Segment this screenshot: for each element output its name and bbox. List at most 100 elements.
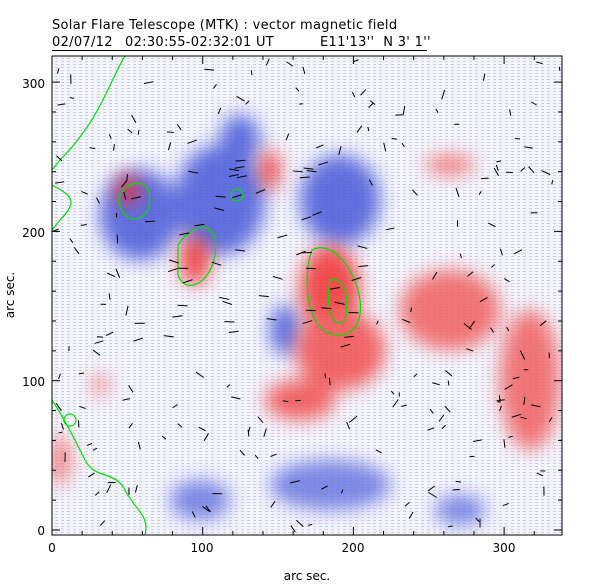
field-vector bbox=[392, 399, 399, 408]
field-vector bbox=[73, 247, 80, 255]
field-vector bbox=[369, 100, 376, 106]
field-vector bbox=[429, 408, 434, 414]
field-vector bbox=[55, 402, 62, 412]
field-vector bbox=[316, 144, 324, 149]
field-vector bbox=[127, 128, 133, 134]
x-tick-label: 100 bbox=[191, 541, 214, 555]
field-vector bbox=[496, 160, 502, 163]
field-vector bbox=[123, 191, 127, 200]
field-vector bbox=[217, 107, 222, 115]
field-vector bbox=[367, 126, 370, 132]
field-vector bbox=[503, 439, 506, 448]
magnetic-field-vectors bbox=[52, 58, 561, 533]
field-vector bbox=[504, 384, 513, 390]
field-vector bbox=[128, 385, 134, 393]
plot-subtitle-date: 02/07/12 bbox=[52, 35, 113, 50]
field-vector bbox=[548, 417, 553, 422]
field-vector bbox=[69, 97, 75, 99]
field-vector bbox=[498, 395, 501, 404]
field-vector bbox=[353, 59, 359, 63]
field-vector bbox=[229, 168, 240, 172]
field-vector bbox=[290, 525, 296, 533]
field-vector bbox=[250, 70, 253, 76]
field-vector bbox=[212, 84, 217, 89]
field-vector bbox=[245, 100, 250, 105]
field-vector bbox=[94, 491, 100, 496]
field-vector bbox=[122, 398, 131, 401]
x-tick-label: 300 bbox=[493, 541, 516, 555]
field-vector bbox=[79, 405, 86, 410]
field-vector bbox=[222, 300, 233, 305]
field-vector bbox=[92, 349, 101, 356]
field-vector bbox=[92, 447, 98, 451]
field-vector bbox=[511, 413, 521, 418]
field-vector bbox=[473, 439, 482, 442]
plot-title: Solar Flare Telescope (MTK) : vector mag… bbox=[52, 18, 398, 33]
field-vector bbox=[106, 484, 112, 494]
x-axis-label: arc sec. bbox=[284, 569, 330, 583]
field-vector bbox=[113, 144, 115, 151]
field-vector bbox=[348, 415, 358, 423]
field-vector bbox=[475, 517, 480, 522]
field-vector bbox=[376, 320, 379, 325]
field-vector bbox=[513, 249, 523, 255]
field-vector bbox=[523, 396, 526, 405]
field-vector bbox=[466, 348, 474, 352]
field-vector bbox=[58, 431, 63, 434]
field-vector bbox=[69, 238, 74, 244]
field-vector bbox=[198, 426, 206, 432]
field-vector bbox=[344, 335, 355, 338]
plot-subtitle-position: E11'13'' N 3' 1'' bbox=[320, 35, 431, 50]
field-vector bbox=[106, 272, 116, 278]
field-vector bbox=[360, 89, 367, 96]
field-vector bbox=[257, 416, 264, 423]
field-vector bbox=[401, 404, 407, 407]
field-vector bbox=[334, 301, 345, 305]
field-vector bbox=[231, 396, 241, 400]
field-vector bbox=[299, 176, 310, 179]
field-vector bbox=[441, 89, 446, 100]
field-vector bbox=[306, 169, 317, 173]
field-vector bbox=[95, 197, 101, 204]
field-vector bbox=[427, 427, 435, 431]
field-vector bbox=[318, 161, 328, 166]
field-vector bbox=[115, 268, 121, 279]
field-vector bbox=[558, 66, 561, 71]
field-vector bbox=[88, 472, 95, 478]
field-vector bbox=[551, 180, 554, 185]
field-vector bbox=[228, 174, 239, 178]
field-vector bbox=[459, 253, 462, 259]
field-vector bbox=[509, 109, 512, 116]
field-vector bbox=[490, 327, 495, 333]
field-vector bbox=[254, 454, 259, 459]
field-vector bbox=[438, 414, 445, 422]
field-vector bbox=[308, 523, 313, 526]
field-vector bbox=[236, 175, 247, 179]
y-tick-label: 100 bbox=[22, 375, 45, 389]
field-vector bbox=[121, 180, 128, 188]
field-vector bbox=[78, 372, 85, 375]
field-vector bbox=[499, 405, 503, 412]
field-vector bbox=[57, 68, 60, 74]
field-vector bbox=[277, 234, 288, 239]
field-vector bbox=[163, 335, 174, 338]
field-vector bbox=[236, 95, 245, 102]
field-vector bbox=[455, 480, 462, 483]
field-vector bbox=[503, 278, 510, 283]
field-vector bbox=[126, 174, 128, 182]
field-vector bbox=[301, 216, 312, 221]
x-tick-label: 200 bbox=[342, 541, 365, 555]
field-vector bbox=[89, 147, 96, 150]
field-vector bbox=[467, 271, 474, 277]
field-vector bbox=[290, 480, 300, 484]
field-vector bbox=[60, 423, 64, 430]
field-vector bbox=[408, 511, 414, 519]
field-vector bbox=[235, 159, 246, 162]
field-vector bbox=[258, 295, 269, 298]
field-vector bbox=[270, 453, 277, 458]
field-vector bbox=[134, 484, 138, 493]
field-vector bbox=[133, 337, 144, 342]
field-vector bbox=[219, 296, 230, 300]
field-vector bbox=[358, 265, 369, 268]
field-vector bbox=[401, 318, 411, 324]
